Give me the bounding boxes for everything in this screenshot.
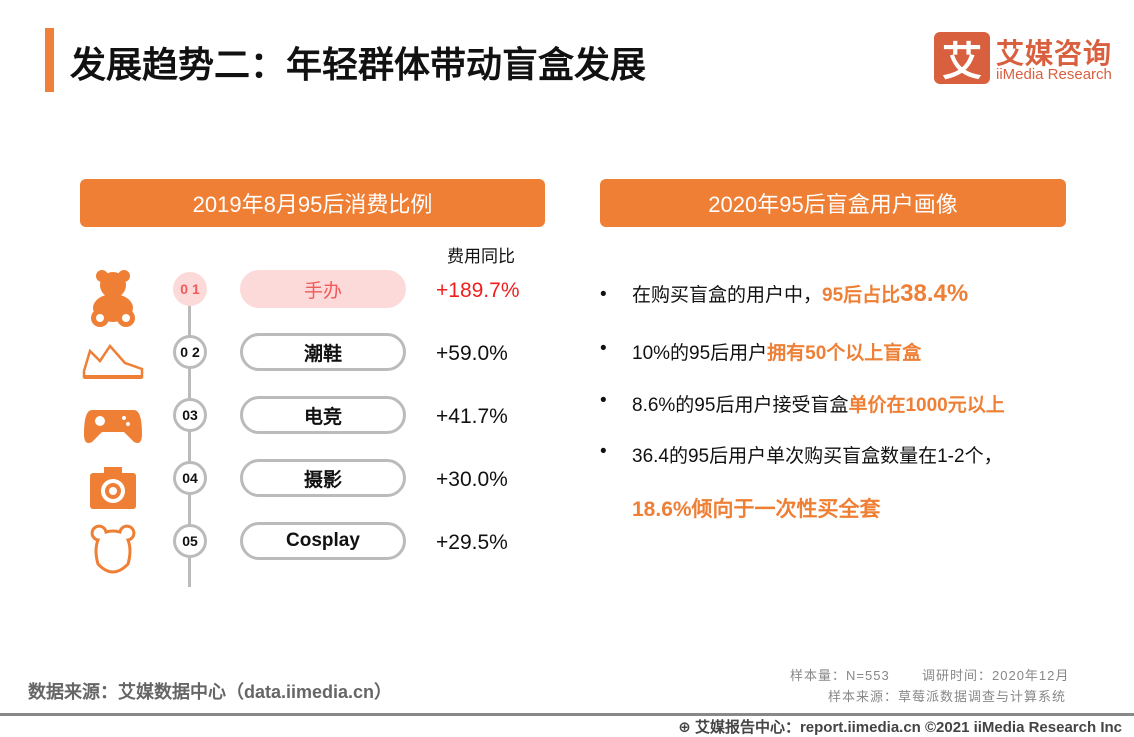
- rank-badge: 04: [173, 461, 207, 495]
- survey-time: 调研时间：2020年12月: [922, 668, 1070, 683]
- text: 8.6%的95后用户接受盲盒: [632, 395, 849, 416]
- bullet: •: [600, 284, 607, 305]
- rank-badge: 03: [173, 398, 207, 432]
- yoy-value: +30.0%: [436, 468, 508, 491]
- camera-icon: [80, 457, 146, 517]
- bullet-2: 10%的95后用户拥有50个以上盲盒: [632, 338, 921, 365]
- yoy-value: +41.7%: [436, 405, 508, 428]
- page-title: 发展趋势二：年轻群体带动盲盒发展: [70, 44, 647, 85]
- yoy-value: +59.0%: [436, 342, 508, 365]
- bullet-3: 8.6%的95后用户接受盲盒单价在1000元以上: [632, 390, 1005, 417]
- rank-badge: 0 1: [173, 272, 207, 306]
- bullet-1: 在购买盲盒的用户中，95后占比38.4%: [632, 280, 968, 308]
- text: 36.4的95后用户单次购买盲盒数量在1-2个，: [632, 446, 1003, 467]
- globe-icon: ⊕: [678, 719, 695, 736]
- rank-badge: 0 2: [173, 335, 207, 369]
- bear-head-icon: [80, 520, 146, 580]
- highlight: 拥有50个以上盲盒: [767, 343, 922, 364]
- logo-subtext: iiMedia Research: [996, 66, 1112, 83]
- highlight: 95后占比: [822, 285, 901, 306]
- logo-text: 艾媒咨询: [996, 38, 1113, 69]
- teddy-bear-icon: [80, 268, 146, 328]
- footer-text: 艾媒报告中心：report.iimedia.cn ©2021 iiMedia R…: [694, 719, 1122, 736]
- yoy-value: +29.5%: [436, 531, 508, 554]
- left-panel-header: 2019年8月95后消费比例: [80, 179, 545, 227]
- category-pill: Cosplay: [240, 522, 406, 560]
- bullet-4-highlight: 18.6%倾向于一次性买全套: [632, 498, 881, 521]
- column-header: 费用同比: [447, 247, 515, 266]
- title-accent-bar: [45, 28, 54, 92]
- category-pill: 摄影: [240, 459, 406, 497]
- data-source: 数据来源：艾媒数据中心（data.iimedia.cn）: [28, 682, 393, 702]
- sneaker-icon: [80, 331, 146, 391]
- bullet: •: [600, 338, 607, 359]
- sample-size: 样本量：N=553: [790, 668, 890, 683]
- footer: ⊕ 艾媒报告中心：report.iimedia.cn ©2021 iiMedia…: [678, 716, 1122, 737]
- category-pill: 手办: [240, 270, 406, 308]
- bullet: •: [600, 390, 607, 411]
- yoy-value: +189.7%: [436, 279, 520, 302]
- bullet: •: [600, 441, 607, 462]
- gamepad-icon: [80, 394, 146, 454]
- footer-divider: [0, 713, 1134, 716]
- bullet-4: 36.4的95后用户单次购买盲盒数量在1-2个，: [632, 441, 1003, 468]
- highlight: 38.4%: [900, 280, 969, 307]
- timeline-line: [188, 292, 191, 587]
- right-panel-header: 2020年95后盲盒用户画像: [600, 179, 1066, 227]
- logo-mark: 艾: [934, 32, 990, 84]
- category-pill: 电竞: [240, 396, 406, 434]
- sample-source: 样本来源：草莓派数据调查与计算系统: [828, 689, 1067, 704]
- text: 10%的95后用户: [632, 343, 768, 364]
- highlight: 单价在1000元以上: [848, 395, 1005, 416]
- rank-badge: 05: [173, 524, 207, 558]
- category-pill: 潮鞋: [240, 333, 406, 371]
- text: 在购买盲盒的用户中，: [632, 285, 823, 306]
